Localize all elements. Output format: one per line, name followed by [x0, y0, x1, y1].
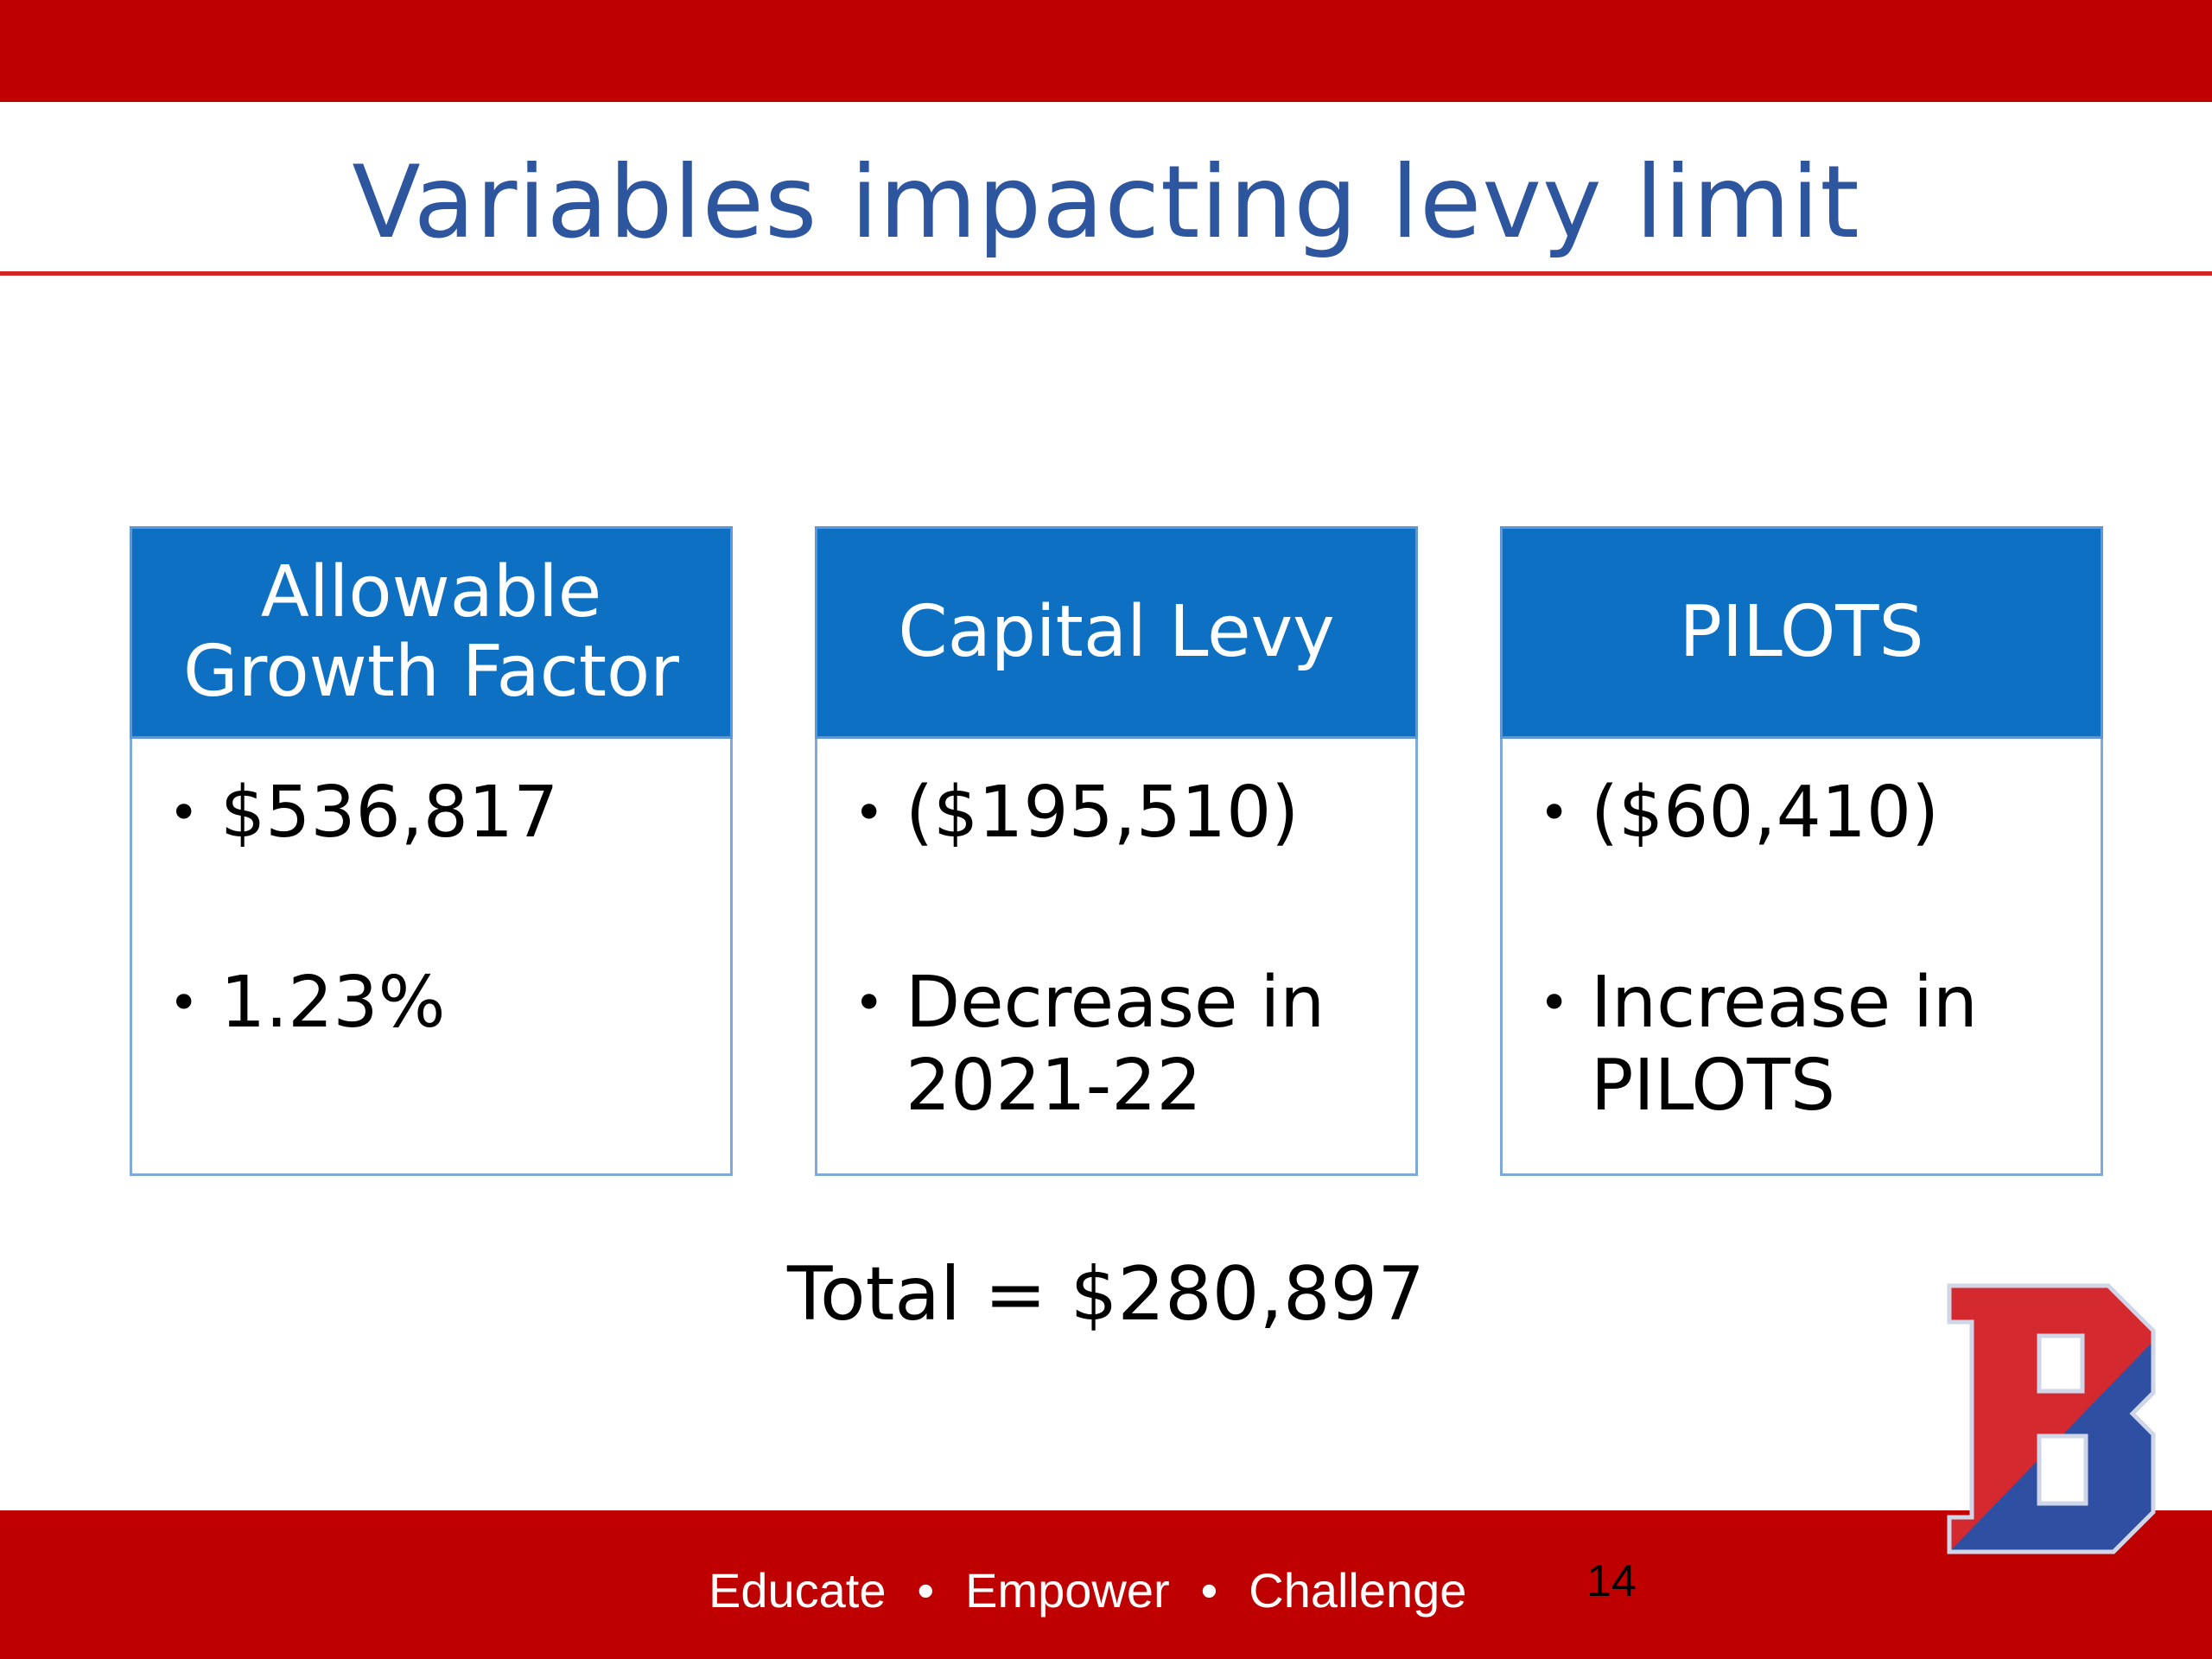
card-header: PILOTS — [1500, 526, 2103, 739]
tagline-separator: • — [1200, 1563, 1218, 1618]
total-amount: Total = $280,897 — [787, 1251, 1425, 1338]
card-allowable-growth-factor: Allowable Growth Factor • $536,817 • 1.2… — [130, 526, 733, 1176]
card-header: Capital Levy — [815, 526, 1418, 739]
bullet-text: ($60,410) — [1591, 772, 1940, 854]
tagline-word-educate: Educate — [709, 1563, 887, 1618]
card-header: Allowable Growth Factor — [130, 526, 733, 739]
block-letter-b-logo-icon — [1947, 1283, 2156, 1554]
bullet-icon: • — [1539, 783, 1570, 843]
bullet-icon: • — [854, 973, 885, 1033]
card-heading: Capital Levy — [898, 591, 1335, 673]
bullet-icon: • — [854, 783, 885, 843]
list-item: • Decrease in 2021-22 — [854, 962, 1407, 1128]
card-heading: Allowable Growth Factor — [183, 551, 679, 713]
tagline-word-empower: Empower — [965, 1563, 1170, 1618]
title-divider — [0, 271, 2212, 276]
bullet-text: $536,817 — [220, 772, 559, 854]
list-item: • $536,817 — [168, 772, 721, 855]
list-item: • ($195,510) — [854, 772, 1407, 855]
tagline-separator: • — [917, 1563, 935, 1618]
list-item: • ($60,410) — [1539, 772, 2092, 855]
card-heading: PILOTS — [1679, 591, 1924, 673]
card-capital-levy: Capital Levy • ($195,510) • Decrease in … — [815, 526, 1418, 1176]
list-item: • Increase in PILOTS — [1539, 962, 2092, 1128]
slide-title: Variables impacting levy limit — [352, 144, 1860, 261]
bullet-icon: • — [168, 973, 200, 1033]
bullet-text: ($195,510) — [906, 772, 1300, 854]
bullet-icon: • — [168, 783, 200, 843]
tagline-word-challenge: Challenge — [1249, 1563, 1467, 1618]
page-number: 14 — [1586, 1556, 1637, 1606]
card-pilots: PILOTS • ($60,410) • Increase in PILOTS — [1500, 526, 2103, 1176]
bullet-text: Decrease in 2021-22 — [906, 962, 1325, 1127]
bullet-text: 1.23% — [220, 962, 446, 1044]
bullet-icon: • — [1539, 973, 1570, 1033]
footer-tagline: Educate • Empower • Challenge — [709, 1562, 1466, 1618]
top-banner — [0, 0, 2212, 102]
bullet-text: Increase in PILOTS — [1591, 962, 1978, 1127]
list-item: • 1.23% — [168, 962, 721, 1045]
bottom-banner — [0, 1510, 2212, 1659]
